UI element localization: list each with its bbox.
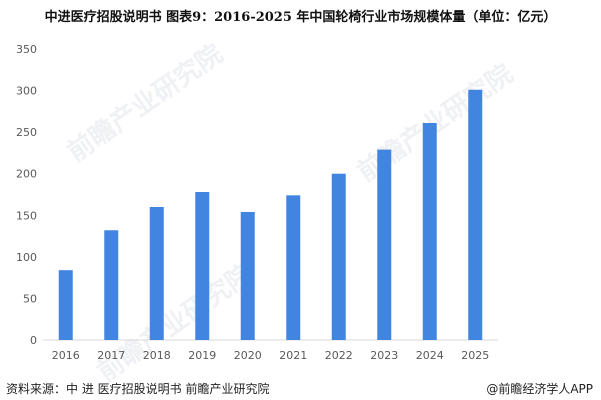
chart-title: 中进医疗招股说明书 图表9：2016-2025 年中国轮椅行业市场规模体量（单位… [44,10,557,25]
source-note: 资料来源：中 进 医疗招股说明书 前瞻产业研究院 [6,382,270,396]
x-tick-label: 2016 [52,349,80,362]
bar-2021 [286,195,301,340]
bar-2018 [149,206,164,340]
bar-2025 [468,89,483,341]
bar-2022 [331,173,346,340]
bar-2020 [240,211,255,340]
bar-2024 [422,122,437,340]
x-tick-label: 2017 [97,349,125,362]
y-tick-label: 150 [16,209,37,222]
x-tick-label: 2024 [416,349,444,362]
x-tick-label: 2023 [370,349,398,362]
watermark: 前瞻产业研究院 [62,38,229,168]
bar-2016 [58,270,73,340]
bar-2019 [195,192,210,340]
brand-label: @前瞻经济学人APP [486,382,593,396]
x-tick-label: 2021 [279,349,307,362]
y-tick-label: 100 [16,251,37,264]
x-tick-label: 2020 [234,349,262,362]
bar-2023 [377,149,392,340]
x-tick-label: 2018 [143,349,171,362]
x-tick-label: 2025 [461,349,489,362]
y-tick-label: 350 [16,43,37,56]
x-tick-label: 2022 [325,349,353,362]
x-tick-label: 2019 [188,349,216,362]
y-tick-label: 200 [16,168,37,181]
bar-2017 [104,230,119,340]
y-tick-label: 250 [16,126,37,139]
y-tick-label: 300 [16,85,37,98]
y-tick-label: 0 [30,334,37,347]
y-tick-label: 50 [23,292,37,305]
